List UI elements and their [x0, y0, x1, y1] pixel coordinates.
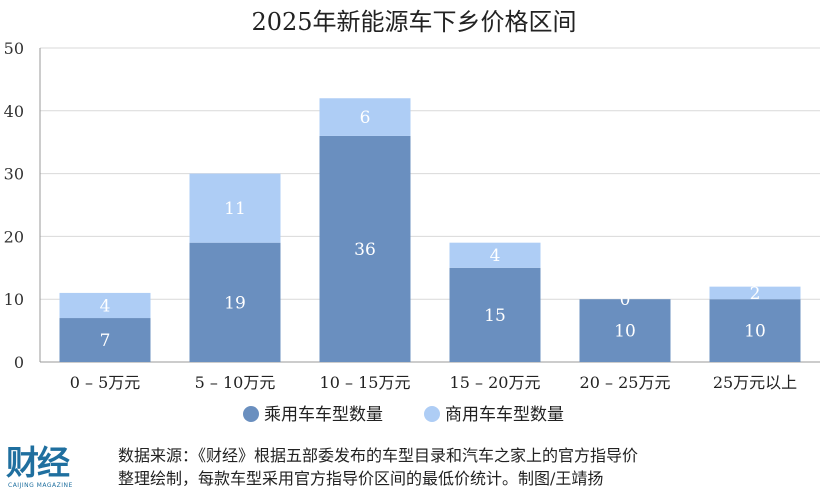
bar-value-label: 6	[360, 108, 371, 128]
legend-marker	[424, 406, 440, 422]
x-tick-label: 25万元以上	[713, 373, 797, 392]
bar-value-label: 0	[620, 290, 631, 310]
bar-passenger	[579, 299, 671, 362]
legend-label: 乘用车车型数量	[264, 405, 383, 425]
bars: 7 4 19 11 36 6 15 4 10 0 10 2	[59, 98, 801, 362]
legend: 乘用车车型数量 商用车车型数量	[243, 405, 564, 425]
x-tick-label: 0 – 5万元	[70, 373, 141, 392]
x-tick-label: 15 – 20万元	[450, 373, 541, 392]
y-tick-label: 30	[4, 165, 24, 184]
chart-title: 2025年新能源车下乡价格区间	[251, 8, 576, 36]
caijing-logo: 财经 CAIJING MAGAZINE	[6, 444, 112, 494]
bar-value-label: 10	[744, 322, 766, 342]
bar-commercial	[59, 292, 151, 319]
bar-value-label: 7	[100, 331, 111, 351]
x-tick-label: 10 – 15万元	[320, 373, 411, 392]
bar-commercial	[709, 286, 801, 300]
x-axis-ticks: 0 – 5万元 5 – 10万元 10 – 15万元 15 – 20万元 20 – 25…	[70, 373, 797, 392]
source-note: 数据来源：《财经》根据五部委发布的车型目录和汽车之家上的官方指导价 整理绘制，每…	[118, 444, 818, 490]
bar-value-label: 15	[484, 306, 506, 326]
source-line-2: 整理绘制，每款车型采用官方指导价区间的最低价统计。制图/王靖扬	[118, 469, 604, 488]
bar-value-label: 19	[224, 293, 246, 313]
logo-subtext: CAIJING MAGAZINE	[8, 482, 73, 489]
bar-passenger	[319, 135, 411, 362]
legend-marker	[243, 406, 259, 422]
bar-commercial	[449, 242, 541, 268]
bar-passenger	[709, 299, 801, 362]
bar-passenger	[449, 267, 541, 362]
bar-value-label: 36	[354, 240, 376, 260]
bar-value-label: 10	[614, 322, 636, 342]
gridlines	[39, 47, 820, 363]
x-tick-label: 5 – 10万元	[195, 373, 276, 392]
logo-text: 财经	[6, 443, 70, 482]
bar-commercial	[189, 173, 281, 243]
bar-passenger	[59, 318, 151, 362]
bar-commercial	[319, 98, 411, 136]
x-tick-label: 20 – 25万元	[580, 373, 671, 392]
y-tick-label: 40	[4, 102, 24, 121]
y-tick-label: 50	[4, 39, 24, 58]
legend-label: 商用车车型数量	[445, 405, 564, 425]
bar-value-label: 4	[100, 296, 111, 316]
y-tick-label: 0	[14, 353, 24, 372]
bar-passenger	[189, 242, 281, 362]
bar-value-label: 11	[224, 199, 246, 219]
bar-value-label: 4	[490, 246, 501, 266]
y-tick-label: 10	[4, 290, 24, 309]
y-axis-ticks: 0 10 20 30 40 50	[4, 39, 24, 372]
bar-value-label: 2	[750, 284, 761, 304]
y-tick-label: 20	[4, 227, 24, 246]
source-line-1: 数据来源：《财经》根据五部委发布的车型目录和汽车之家上的官方指导价	[118, 446, 639, 465]
